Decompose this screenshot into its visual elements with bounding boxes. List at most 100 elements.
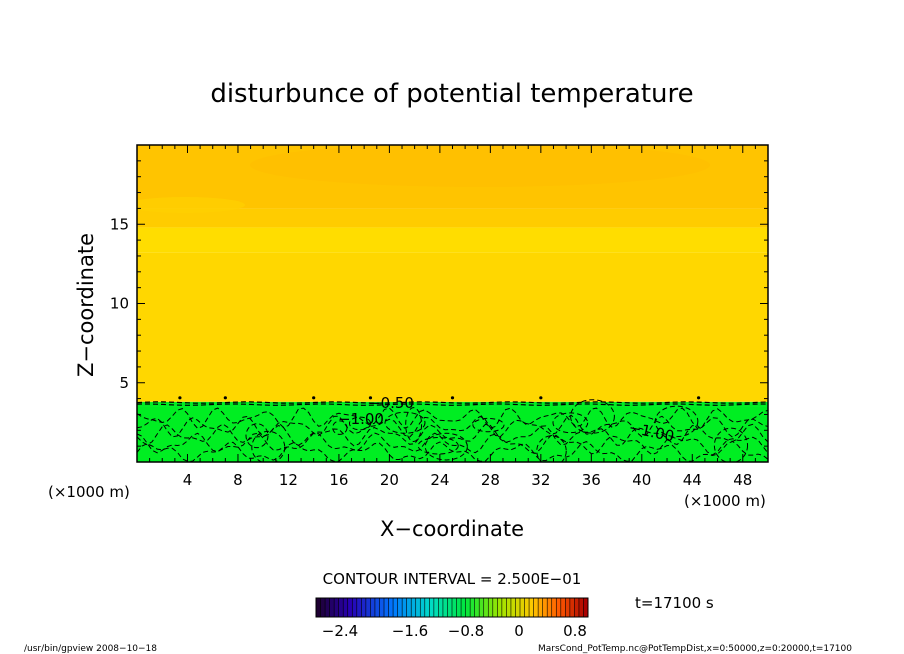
colorbar-cell <box>429 598 435 617</box>
contour-dot <box>450 396 455 400</box>
colorbar-cell <box>374 598 380 617</box>
colorbar-cell <box>574 598 580 617</box>
field-patch <box>250 145 710 187</box>
colorbar-cell <box>510 598 516 617</box>
colorbar-cell <box>461 598 467 617</box>
colorbar-cell <box>497 598 503 617</box>
contour-loop <box>251 430 286 462</box>
contour-line <box>137 414 768 438</box>
colorbar-ticks: −2.4 −1.6 −0.8 0 0.8 <box>322 622 587 640</box>
colorbar-cell <box>569 598 575 617</box>
colorbar-cell <box>352 598 358 617</box>
contour-dot <box>312 396 316 400</box>
colorbar-cell <box>397 598 403 617</box>
contour-line <box>137 407 768 429</box>
contour-lines <box>137 396 768 462</box>
x-tick-label: 44 <box>683 471 702 489</box>
colorbar-tick-label: −2.4 <box>322 622 358 640</box>
colorbar-cell <box>415 598 421 617</box>
colorbar-cell <box>420 598 426 617</box>
contour-loop <box>654 405 699 438</box>
colorbar-cell <box>433 598 439 617</box>
colorbar-cell <box>402 598 408 617</box>
contour-dot <box>368 396 373 400</box>
colorbar-cell <box>361 598 367 617</box>
contour-loop <box>472 417 505 433</box>
y-axis: 5 10 15 <box>110 160 768 447</box>
colorbar-cell <box>474 598 480 617</box>
chart-title: disturbunce of potential temperature <box>210 79 693 109</box>
contour-loop <box>405 407 423 442</box>
colorbar-cell <box>560 598 566 617</box>
contour-loop <box>417 437 459 455</box>
x-tick-label: 32 <box>531 471 550 489</box>
contour-label: −0.50 <box>368 394 414 412</box>
x-axis: 4 8 12 16 20 24 28 32 36 40 44 48 <box>149 145 756 489</box>
contour-loop <box>552 412 589 434</box>
x-tick-label: 36 <box>582 471 601 489</box>
colorbar-cell <box>470 598 476 617</box>
footer-source: MarsCond_PotTemp.nc@PotTempDist,x=0:5000… <box>538 644 852 654</box>
contour-label: −1.00 <box>338 410 384 428</box>
contour-line <box>137 423 768 447</box>
colorbar-cell <box>424 598 430 617</box>
colorbar-cell <box>456 598 462 617</box>
contour-loop <box>384 411 426 434</box>
colorbar-cell <box>501 598 507 617</box>
contour-field <box>137 145 768 462</box>
contour-line <box>137 403 768 406</box>
colorbar-cell <box>506 598 512 617</box>
x-tick-label: 20 <box>380 471 399 489</box>
contour-loop <box>536 435 567 462</box>
x-tick-label: 16 <box>329 471 348 489</box>
contour-line <box>137 401 768 404</box>
time-label: t=17100 s <box>635 594 714 612</box>
footer-program: /usr/bin/gpview 2008−10−18 <box>24 644 157 654</box>
colorbar-cell <box>447 598 453 617</box>
contour-loop <box>332 420 348 435</box>
colorbar <box>315 598 589 617</box>
colorbar-cell <box>406 598 412 617</box>
colorbar-tick-label: −0.8 <box>448 622 484 640</box>
contour-loop <box>713 427 749 462</box>
colorbar-cell <box>356 598 362 617</box>
colorbar-cell <box>334 598 340 617</box>
y-tick-label: 15 <box>110 215 129 233</box>
colorbar-cell <box>547 598 553 617</box>
colorbar-cell <box>483 598 489 617</box>
colorbar-cell <box>538 598 544 617</box>
contour-dot <box>178 396 182 400</box>
x-axis-label: X−coordinate <box>380 517 524 541</box>
colorbar-cell <box>583 598 589 617</box>
y-tick-label: 5 <box>119 374 129 392</box>
colorbar-cell <box>393 598 399 617</box>
field-band <box>137 227 768 253</box>
colorbar-cell <box>347 598 353 617</box>
contour-dot <box>696 396 701 400</box>
colorbar-cell <box>524 598 530 617</box>
colorbar-cell <box>452 598 458 617</box>
colorbar-cell <box>388 598 394 617</box>
contour-dot <box>223 396 227 400</box>
colorbar-cell <box>370 598 376 617</box>
contour-loop <box>245 423 269 449</box>
colorbar-tick-label: 0 <box>514 622 524 640</box>
contour-dot <box>539 396 543 400</box>
x-tick-label: 24 <box>430 471 449 489</box>
colorbar-cell <box>329 598 335 617</box>
colorbar-cell <box>479 598 485 617</box>
contour-loop <box>424 432 468 461</box>
colorbar-cell <box>442 598 448 617</box>
colorbar-cell <box>338 598 344 617</box>
colorbar-cell <box>316 598 322 617</box>
colorbar-cell <box>520 598 526 617</box>
x-tick-label: 8 <box>233 471 243 489</box>
x-tick-label: 40 <box>632 471 651 489</box>
x-tick-label: 48 <box>733 471 752 489</box>
field-band <box>137 401 768 407</box>
colorbar-tick-label: 0.8 <box>563 622 587 640</box>
contour-loop <box>570 399 615 434</box>
x-unit-left: (×1000 m) <box>48 483 130 501</box>
contour-loop <box>348 416 372 431</box>
